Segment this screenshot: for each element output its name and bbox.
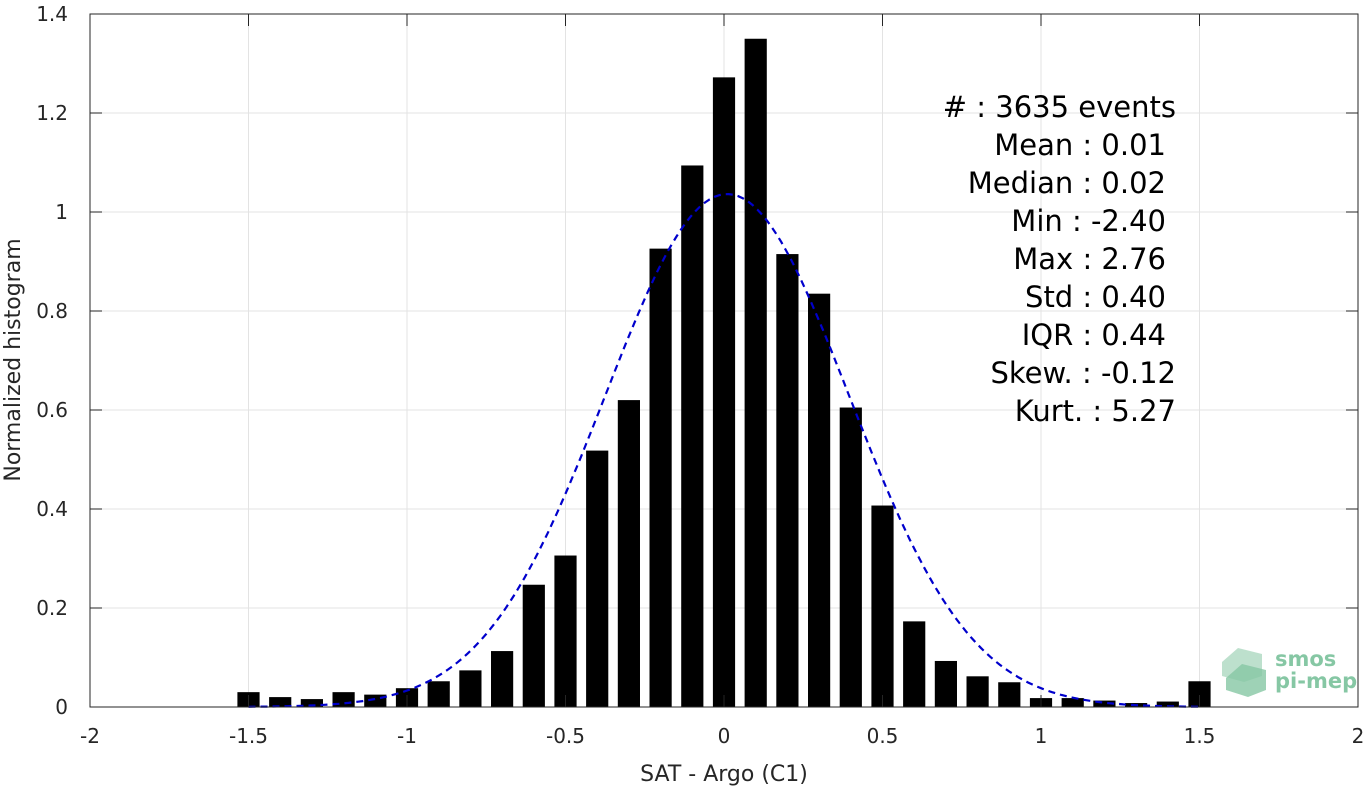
histogram-bar: [1061, 698, 1084, 707]
histogram-bar: [681, 165, 704, 708]
logo-text-pi-mep: pi-mep: [1275, 669, 1357, 693]
histogram-bar: [649, 248, 672, 707]
histogram-bar: [300, 699, 323, 707]
histogram-bar: [712, 77, 736, 708]
histogram-bar: [1156, 701, 1179, 707]
stat-line: Mean : 0.01: [994, 128, 1166, 162]
histogram-bar: [934, 660, 957, 707]
x-tick-label: 1: [1035, 724, 1048, 748]
stat-line: Max : 2.76: [1013, 242, 1166, 276]
statistics-box: # : 3635 events Mean : 0.01 Median : 0.02 M…: [943, 90, 1176, 428]
stat-line: Skew. : -0.12: [990, 356, 1176, 390]
histogram-bar: [1093, 700, 1116, 707]
logo-text-smos: smos: [1275, 647, 1336, 671]
histogram-bar: [491, 651, 514, 707]
normal-fit-curve: [248, 192, 1200, 708]
stat-line: Min : -2.40: [1011, 204, 1166, 238]
histogram-bar: [269, 697, 292, 707]
histogram-bar: [998, 682, 1021, 707]
stat-line: Std : 0.40: [1025, 280, 1166, 314]
y-tick-label: 1.4: [36, 2, 68, 26]
histogram-bar: [427, 681, 450, 707]
y-tick-labels: 0 0.2 0.4 0.6 0.8 1 1.2 1.4: [36, 2, 68, 719]
smos-pi-mep-logo: smos pi-mep: [1222, 647, 1357, 697]
histogram-bar: [744, 38, 767, 707]
x-tick-label: 2: [1352, 724, 1365, 748]
axis-ticks: [89, 13, 1359, 708]
y-tick-label: 0: [55, 695, 68, 719]
histogram-bar: [966, 676, 989, 707]
histogram-bar: [903, 621, 926, 707]
x-tick-label: -1.5: [229, 724, 268, 748]
histogram-bar: [554, 555, 577, 707]
logo-wave-icon: [1222, 648, 1266, 697]
histogram-bar: [808, 293, 831, 707]
y-tick-label: 1: [55, 200, 68, 224]
y-axis-title: Normalized histogram: [1, 238, 26, 481]
stat-line: Median : 0.02: [968, 166, 1166, 200]
stat-line: IQR : 0.44: [1022, 318, 1166, 352]
y-tick-label: 0.4: [36, 497, 68, 521]
y-tick-label: 0.6: [36, 398, 68, 422]
x-tick-label: 0.5: [867, 724, 899, 748]
stat-line: # : 3635 events: [943, 90, 1176, 124]
histogram-bar: [839, 407, 862, 707]
x-tick-label: -0.5: [546, 724, 585, 748]
histogram-bar: [586, 450, 609, 707]
histogram-bar: [871, 505, 894, 707]
histogram-bar: [459, 670, 482, 707]
x-tick-labels: -2 -1.5 -1 -0.5 0 0.5 1 1.5 2: [80, 724, 1364, 748]
x-axis-title: SAT - Argo (C1): [640, 762, 808, 787]
y-tick-label: 0.8: [36, 299, 68, 323]
histogram-bar: [617, 400, 640, 707]
x-tick-label: -1: [397, 724, 417, 748]
x-tick-label: 0: [718, 724, 731, 748]
x-tick-label: 1.5: [1184, 724, 1216, 748]
histogram-bar: [522, 584, 545, 707]
histogram-bar: [776, 254, 799, 707]
x-tick-label: -2: [80, 724, 100, 748]
y-tick-label: 1.2: [36, 101, 68, 125]
stat-line: Kurt. : 5.27: [1015, 394, 1176, 428]
y-tick-label: 0.2: [36, 596, 68, 620]
histogram-bar: [1188, 681, 1211, 707]
